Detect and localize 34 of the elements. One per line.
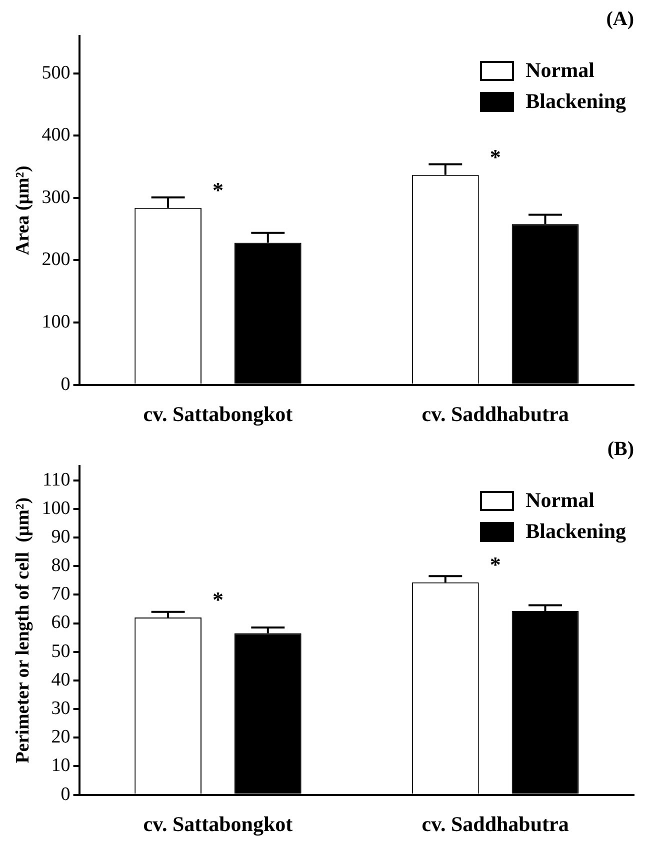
y-tick-label: 100 [42,498,70,519]
y-axis-title: Perimeter or length of cell (μm²) [12,497,34,764]
y-tick-label: 10 [51,755,70,776]
annotation: * [212,178,224,203]
y-tick-label: 100 [42,312,70,332]
x-tick-label: cv. Saddhabutra [422,812,570,836]
x-tick-label: cv. Sattabongkot [143,812,293,836]
y-tick-label: 500 [42,62,70,84]
annotation: * [490,144,501,170]
legend-label: Blackening [526,89,626,114]
y-tick-label: 20 [51,726,70,748]
y-tick-label: 80 [51,555,70,576]
y-tick-label: 110 [42,469,70,490]
x-tick-label: cv. Sattabongkot [143,402,293,426]
annotation: * [212,587,224,612]
y-tick-label: 0 [60,374,70,395]
legend-label: Blackening [526,519,626,544]
x-tick-label: cv. Saddhabutra [422,402,570,426]
y-tick-label: 200 [42,249,70,270]
y-tick-label: 70 [51,584,70,605]
chart-title: (A) [606,8,634,30]
annotation: * [490,552,501,578]
y-axis-title: Area (μm²) [12,166,34,256]
y-tick-label: 400 [42,124,70,146]
y-tick-label: 40 [51,669,70,690]
y-tick-label: 90 [51,526,70,548]
chart-title: (B) [607,438,634,460]
y-tick-label: 300 [42,186,70,208]
legend-label: Normal [526,488,594,513]
y-tick-label: 50 [51,640,70,662]
y-tick-label: 0 [60,784,70,805]
y-tick-label: 30 [51,698,70,720]
legend-label: Normal [526,58,594,83]
y-tick-label: 60 [51,612,70,634]
